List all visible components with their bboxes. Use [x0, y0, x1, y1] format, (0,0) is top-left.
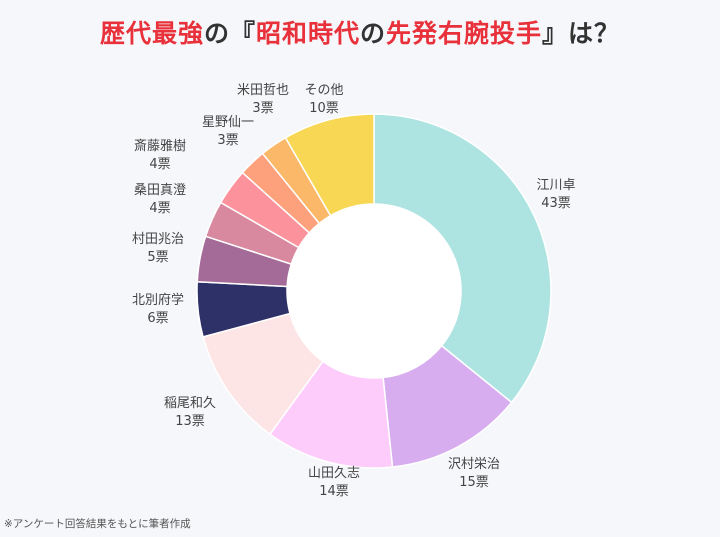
- chart-title: 歴代最強の『昭和時代の先発右腕投手』は？: [0, 14, 720, 50]
- footnote: ※アンケート回答結果をもとに筆者作成: [4, 518, 191, 530]
- title-part-highlight-1: 歴代最強: [99, 19, 204, 48]
- slice-label-name-3: 山田久志: [308, 466, 360, 481]
- slice-label-value-8: 4票: [149, 157, 170, 172]
- slice-1: [373, 113, 552, 404]
- slice-label-name-9: 星野仙一: [202, 115, 254, 130]
- slice-label-value-3: 14票: [319, 484, 349, 499]
- donut-hole: [287, 204, 461, 378]
- slice-label-value-5: 6票: [147, 311, 168, 326]
- title-part-highlight-5: 先発右腕投手: [386, 19, 543, 48]
- slice-label-value-7: 4票: [149, 201, 170, 216]
- slice-label-name-6: 村田兆治: [132, 232, 184, 247]
- slice-label-value-6: 5票: [147, 250, 168, 265]
- slice-label-name-4: 稲尾和久: [164, 396, 216, 411]
- title-part-6: 』は？: [542, 19, 621, 48]
- slice-label-name-11: その他: [304, 83, 343, 98]
- slice-label-name-7: 桑田真澄: [134, 183, 186, 198]
- slice-label-value-10: 3票: [252, 101, 273, 116]
- slice-label-name-1: 江川卓: [536, 178, 575, 193]
- slice-label-value-9: 3票: [217, 133, 238, 148]
- slice-label-value-4: 13票: [175, 414, 205, 429]
- slice-label-name-10: 米田哲也: [237, 83, 289, 98]
- slice-label-name-5: 北別府学: [132, 292, 184, 308]
- slice-label-name-8: 斎藤雅樹: [134, 138, 186, 154]
- title-part-2: の『: [203, 19, 256, 48]
- title-part-4: の: [360, 19, 387, 48]
- slice-label-value-1: 43票: [541, 196, 571, 211]
- slice-label-value-11: 10票: [309, 101, 339, 116]
- title-part-highlight-3: 昭和時代: [255, 19, 360, 48]
- slice-11: [284, 113, 375, 217]
- slice-label-value-2: 15票: [459, 475, 489, 490]
- slice-label-name-2: 沢村栄治: [448, 457, 500, 472]
